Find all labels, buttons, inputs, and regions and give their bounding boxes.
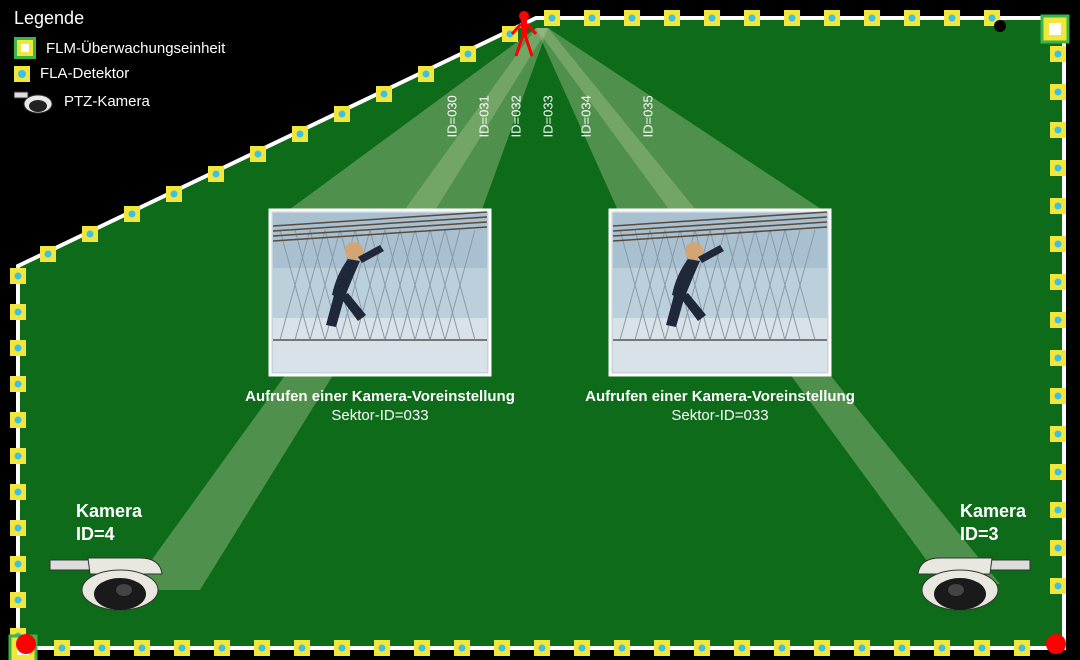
sector-id-label: ID=035 — [641, 95, 656, 137]
fla-detector — [654, 640, 670, 656]
fla-detector — [174, 640, 190, 656]
fla-detector — [10, 340, 26, 356]
fla-detector — [208, 166, 224, 182]
fla-detector — [624, 10, 640, 26]
ptz-icon — [14, 88, 54, 114]
fla-detector — [454, 640, 470, 656]
fla-detector — [10, 376, 26, 392]
sector-id-label: ID=030 — [445, 95, 460, 137]
fla-detector — [894, 640, 910, 656]
fla-detector — [824, 10, 840, 26]
panel-caption: Aufrufen einer Kamera-VoreinstellungSekt… — [580, 388, 860, 424]
fla-detector — [1050, 540, 1066, 556]
fla-detector — [10, 556, 26, 572]
fla-detector — [1050, 312, 1066, 328]
fla-detector — [10, 592, 26, 608]
flm-icon — [14, 37, 36, 59]
fla-detector — [1050, 122, 1066, 138]
sector-id-label: ID=032 — [509, 95, 524, 137]
fla-detector — [134, 640, 150, 656]
fla-detector — [704, 10, 720, 26]
fla-detector — [1050, 578, 1066, 594]
fla-detector — [250, 146, 266, 162]
preset-panel — [610, 210, 830, 375]
fla-detector — [1050, 388, 1066, 404]
fla-detector — [614, 640, 630, 656]
fla-detector — [40, 246, 56, 262]
fla-detector — [1050, 464, 1066, 480]
fla-detector — [774, 640, 790, 656]
fla-detector — [1050, 84, 1066, 100]
fla-detector — [574, 640, 590, 656]
fla-detector — [864, 10, 880, 26]
fla-detector — [292, 126, 308, 142]
fla-detector — [374, 640, 390, 656]
fla-detector — [294, 640, 310, 656]
fla-icon — [14, 66, 30, 82]
fla-detector — [94, 640, 110, 656]
fla-detector — [10, 484, 26, 500]
sector-id-label: ID=034 — [579, 95, 594, 137]
fla-detector — [544, 10, 560, 26]
fla-detector — [1050, 426, 1066, 442]
sector-id-label: ID=033 — [541, 95, 556, 137]
fla-detector — [254, 640, 270, 656]
fla-detector — [414, 640, 430, 656]
fla-detector — [1050, 350, 1066, 366]
fla-detector — [1014, 640, 1030, 656]
sector-id-label: ID=031 — [477, 95, 492, 137]
fla-detector — [664, 10, 680, 26]
fla-detector — [334, 640, 350, 656]
fla-detector — [1050, 274, 1066, 290]
fla-detector — [744, 10, 760, 26]
fla-detector — [934, 640, 950, 656]
fla-detector — [784, 10, 800, 26]
fla-detector — [54, 640, 70, 656]
panel-caption: Aufrufen einer Kamera-VoreinstellungSekt… — [240, 388, 520, 424]
fla-detector — [534, 640, 550, 656]
marker-dot — [994, 20, 1006, 32]
fla-detector — [376, 86, 392, 102]
fla-detector — [974, 640, 990, 656]
legend-label: PTZ-Kamera — [64, 93, 150, 110]
fla-detector — [494, 640, 510, 656]
fla-detector — [10, 304, 26, 320]
fla-detector — [944, 10, 960, 26]
fla-detector — [854, 640, 870, 656]
fla-detector — [10, 268, 26, 284]
fla-detector — [334, 106, 350, 122]
camera-label: KameraID=4 — [76, 500, 142, 547]
fla-detector — [814, 640, 830, 656]
legend-item-ptz: PTZ-Kamera — [14, 88, 225, 114]
fla-detector — [1050, 236, 1066, 252]
legend-label: FLM-Überwachungseinheit — [46, 40, 225, 57]
fla-detector — [10, 448, 26, 464]
fla-detector — [904, 10, 920, 26]
end-dot — [1046, 634, 1066, 654]
end-dot — [16, 634, 36, 654]
legend-item-flm: FLM-Überwachungseinheit — [14, 37, 225, 59]
fla-detector — [10, 412, 26, 428]
fla-detector — [1050, 502, 1066, 518]
legend: Legende FLM-Überwachungseinheit FLA-Dete… — [14, 8, 225, 120]
legend-item-fla: FLA-Detektor — [14, 65, 225, 82]
fla-detector — [124, 206, 140, 222]
fla-detector — [460, 46, 476, 62]
fla-detector — [82, 226, 98, 242]
flm-unit — [1042, 16, 1068, 42]
fla-detector — [734, 640, 750, 656]
camera-label: KameraID=3 — [960, 500, 1026, 547]
fla-detector — [10, 520, 26, 536]
fla-detector — [1050, 46, 1066, 62]
fla-detector — [1050, 198, 1066, 214]
fla-detector — [166, 186, 182, 202]
fla-detector — [584, 10, 600, 26]
fla-detector — [418, 66, 434, 82]
fla-detector — [1050, 160, 1066, 176]
legend-label: FLA-Detektor — [40, 65, 129, 82]
fla-detector — [694, 640, 710, 656]
fla-detector — [214, 640, 230, 656]
preset-panel — [270, 210, 490, 375]
legend-title: Legende — [14, 8, 225, 29]
